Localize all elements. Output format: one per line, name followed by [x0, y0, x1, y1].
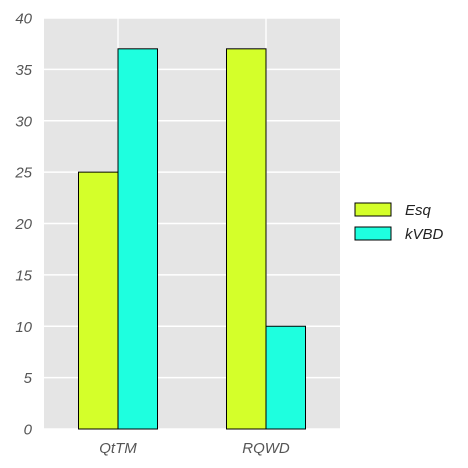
- bar-kvbd-rqwd: [265, 325, 306, 430]
- bar-esq-qttm: [78, 171, 119, 430]
- y-tick-label: 15: [15, 267, 32, 284]
- bars: [78, 48, 306, 430]
- x-tick-label: QtTM: [99, 440, 137, 457]
- legend-swatch-kvbd: [354, 226, 392, 241]
- y-tick-label: 35: [15, 62, 32, 79]
- x-tick-label: RQWD: [242, 440, 290, 457]
- y-tick-label: 5: [24, 370, 33, 387]
- legend: Esq kVBD: [354, 202, 444, 243]
- y-tick-label: 25: [14, 165, 32, 182]
- y-tick-label: 20: [14, 216, 32, 233]
- y-tick-label: 0: [24, 422, 33, 439]
- legend-label-kvbd: kVBD: [405, 226, 444, 243]
- y-tick-label: 10: [15, 319, 32, 336]
- y-tick-label: 40: [15, 11, 32, 28]
- y-axis-ticks: 0 5 10 15 20 25 30 35 40: [14, 11, 32, 439]
- y-tick-label: 30: [15, 113, 32, 130]
- bar-kvbd-qttm: [117, 48, 158, 430]
- legend-label-esq: Esq: [405, 202, 432, 219]
- bar-esq-rqwd: [226, 48, 267, 430]
- legend-swatch-esq: [354, 202, 392, 217]
- x-axis-ticks: QtTM RQWD: [99, 440, 290, 457]
